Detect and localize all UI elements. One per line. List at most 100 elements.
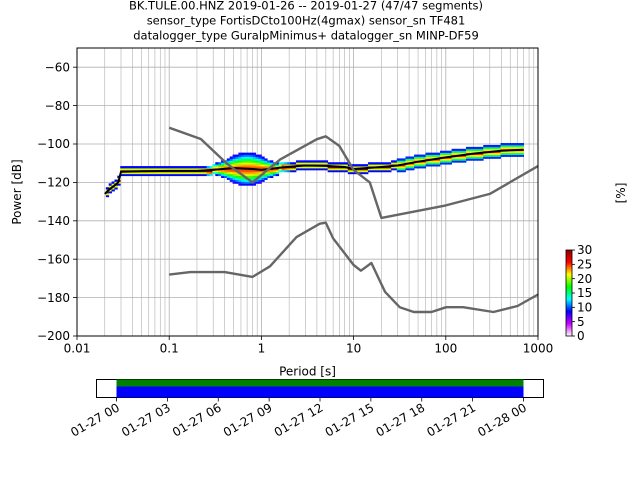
x-tick-label: 10 (346, 342, 361, 356)
histogram-cell (477, 154, 481, 157)
histogram-cell (356, 166, 360, 169)
histogram-cell (252, 181, 257, 184)
histogram-cell (385, 169, 389, 173)
histogram-cell (232, 179, 236, 182)
histogram-cell (200, 171, 205, 175)
histogram-cell (416, 156, 421, 159)
histogram-cell (195, 173, 199, 177)
histogram-cell (310, 160, 314, 163)
histogram-cell (244, 179, 248, 182)
histogram-cell (362, 169, 366, 173)
histogram-cell (275, 168, 280, 171)
histogram-cell (333, 169, 337, 173)
histogram-cell (411, 168, 415, 171)
colorbar-tick-label: 30 (577, 243, 592, 257)
y-tick-label: −120 (37, 176, 70, 190)
histogram-cell (445, 150, 450, 154)
histogram-cell (108, 191, 112, 194)
histogram-cell (491, 152, 496, 155)
histogram-cell (500, 146, 504, 150)
histogram-cell (267, 164, 271, 167)
histogram-cell (350, 169, 354, 173)
histogram-cell (460, 158, 464, 161)
histogram-cell (520, 152, 524, 155)
ppsd-plot: 0.01 0.1 1 10 100 1000 −200 −180 −160 −140 −120 −1… (10, 47, 553, 379)
histogram-cell (252, 164, 257, 167)
histogram-cell (494, 144, 499, 148)
histogram-cell (500, 143, 504, 146)
histogram-cell (244, 183, 248, 186)
histogram-cell (471, 158, 476, 161)
histogram-cell (272, 169, 277, 173)
histogram-cell (474, 154, 478, 157)
histogram-cell (514, 150, 519, 154)
histogram-cell (379, 162, 383, 165)
histogram-cell (425, 154, 429, 157)
histogram-cell (255, 179, 259, 182)
histogram-cell (160, 173, 164, 177)
histogram-cell (223, 171, 228, 175)
histogram-cell (146, 168, 150, 171)
histogram-cell (244, 166, 248, 169)
histogram-cell (295, 160, 300, 163)
histogram-cell (344, 168, 349, 171)
histogram-cell (218, 169, 222, 173)
histogram-cell (258, 154, 262, 157)
histogram-cell (414, 162, 418, 165)
histogram-cell (229, 171, 233, 175)
histogram-cell (281, 168, 285, 171)
colorbar-tick-label: 10 (577, 301, 592, 315)
histogram-cell (359, 166, 363, 169)
histogram-cell (249, 152, 254, 155)
histogram-cell (235, 156, 239, 159)
histogram-cell (258, 181, 262, 184)
histogram-cell (229, 156, 233, 159)
histogram-cell (474, 158, 478, 161)
histogram-cell (232, 177, 236, 180)
histogram-cell (506, 146, 510, 150)
histogram-cell (123, 171, 127, 175)
histogram-cell (238, 181, 242, 184)
histogram-cell (477, 146, 481, 150)
histogram-cell (497, 144, 501, 148)
histogram-cell (246, 181, 251, 184)
histogram-cell (255, 166, 259, 169)
histogram-cell (125, 171, 130, 175)
histogram-cell (249, 177, 254, 180)
histogram-cell (238, 173, 242, 177)
header-line-3: datalogger_type GuralpMinimus+ datalogge… (133, 29, 479, 43)
histogram-cell (353, 166, 357, 169)
histogram-cell (177, 171, 182, 175)
histogram-cell (244, 152, 248, 155)
timeline-tick-label: 01-27 00 (68, 400, 122, 439)
histogram-cell (172, 166, 176, 169)
x-tick-label: 0.01 (64, 342, 91, 356)
histogram-cell (465, 148, 470, 152)
histogram-cell (287, 164, 291, 167)
histogram-cell (114, 179, 118, 182)
histogram-cell (221, 169, 225, 173)
histogram-cell (232, 158, 236, 161)
histogram-cell (235, 160, 239, 163)
histogram-cell (151, 171, 156, 175)
histogram-cell (200, 166, 205, 169)
histogram-cell (255, 164, 259, 167)
histogram-cell (252, 158, 257, 161)
histogram-cell (249, 173, 254, 177)
histogram-cell (517, 143, 522, 146)
histogram-cell (342, 168, 346, 171)
histogram-cell (474, 148, 478, 152)
histogram-cell (264, 175, 268, 178)
histogram-cell (506, 154, 510, 157)
histogram-cell (105, 187, 110, 190)
histogram-cell (451, 158, 455, 161)
histogram-cell (316, 160, 320, 163)
histogram-cell (275, 171, 280, 175)
histogram-cell (238, 160, 242, 163)
histogram-cell (486, 152, 490, 155)
histogram-cell (212, 166, 216, 169)
histogram-cell (359, 164, 363, 167)
histogram-cell (203, 166, 208, 169)
histogram-cell (229, 164, 233, 167)
histogram-cell (252, 156, 257, 159)
